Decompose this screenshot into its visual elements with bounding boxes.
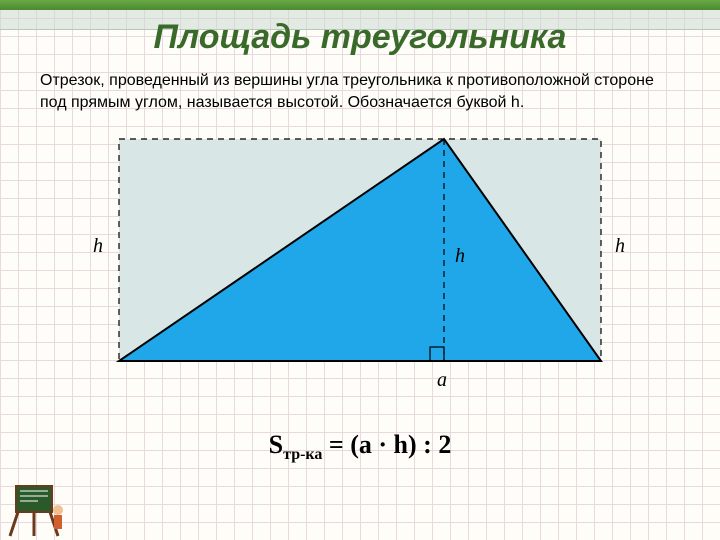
top-stripe (0, 0, 720, 10)
area-formula: Sтр-ка = (a · h) : 2 (0, 430, 720, 464)
triangle-diagram: h h h a (115, 135, 605, 365)
formula-rest: = (a · h) : 2 (322, 430, 451, 459)
label-h-right: h (615, 235, 625, 258)
formula-S: S (269, 430, 283, 459)
easel-icon (8, 480, 68, 538)
page-title: Площадь треугольника (0, 18, 720, 57)
formula-sub: тр-ка (283, 446, 322, 463)
description-text: Отрезок, проведенный из вершины угла тре… (40, 70, 680, 113)
label-h-left: h (93, 235, 103, 258)
triangle (119, 139, 601, 361)
label-h-mid: h (455, 245, 465, 268)
diagram-svg (115, 135, 605, 365)
label-base-a: a (437, 369, 447, 392)
